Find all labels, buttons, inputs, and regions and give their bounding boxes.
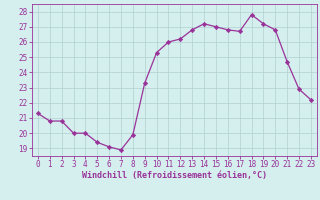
X-axis label: Windchill (Refroidissement éolien,°C): Windchill (Refroidissement éolien,°C) [82, 171, 267, 180]
